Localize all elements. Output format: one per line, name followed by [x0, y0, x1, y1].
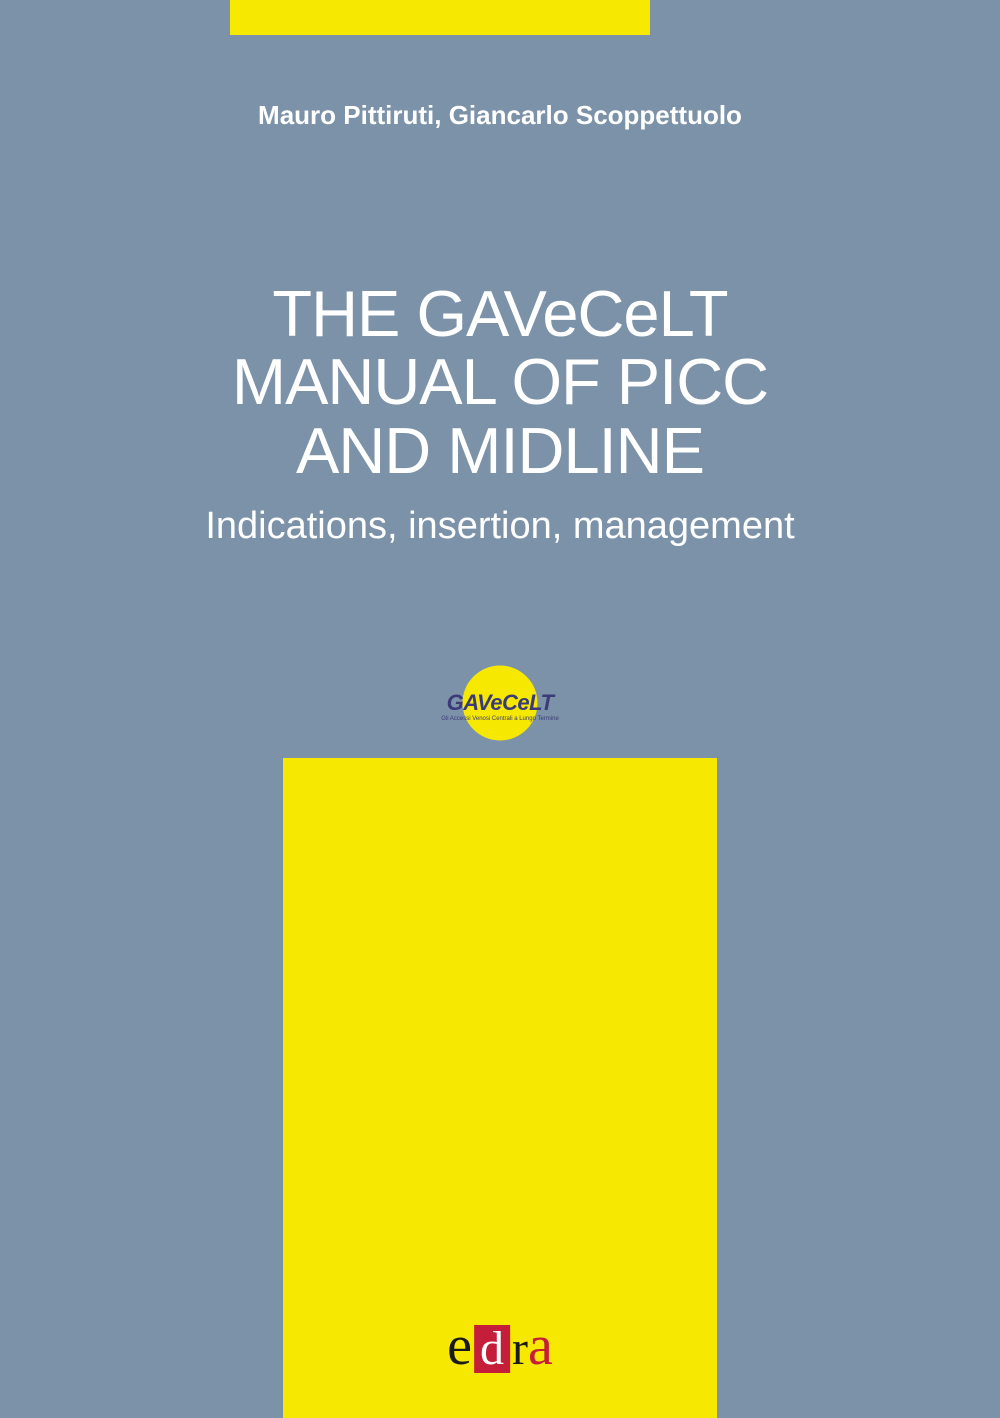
edra-letter-a: a [528, 1314, 553, 1378]
book-title: THE GAVeCeLT MANUAL OF PICC AND MIDLINE [0, 280, 1000, 485]
edra-publisher-logo: e d r a [447, 1314, 553, 1378]
gavecelt-logo-subtext: Gli Accessi Venosi Centrali a Lungo Term… [441, 716, 559, 722]
book-subtitle: Indications, insertion, management [0, 505, 1000, 548]
edra-letter-r: r [512, 1321, 528, 1376]
gavecelt-logo-text: GAVeCeLT [447, 690, 554, 716]
gavecelt-logo: GAVeCeLT Gli Accessi Venosi Centrali a L… [430, 665, 570, 740]
title-line-3: AND MIDLINE [296, 414, 704, 487]
edra-letter-e: e [447, 1314, 472, 1378]
title-line-2: MANUAL OF PICC [232, 345, 768, 418]
title-line-1: THE GAVeCeLT [272, 277, 727, 350]
edra-letter-d: d [474, 1325, 510, 1373]
top-yellow-bar [230, 0, 650, 35]
authors-text: Mauro Pittiruti, Giancarlo Scoppettuolo [0, 100, 1000, 131]
